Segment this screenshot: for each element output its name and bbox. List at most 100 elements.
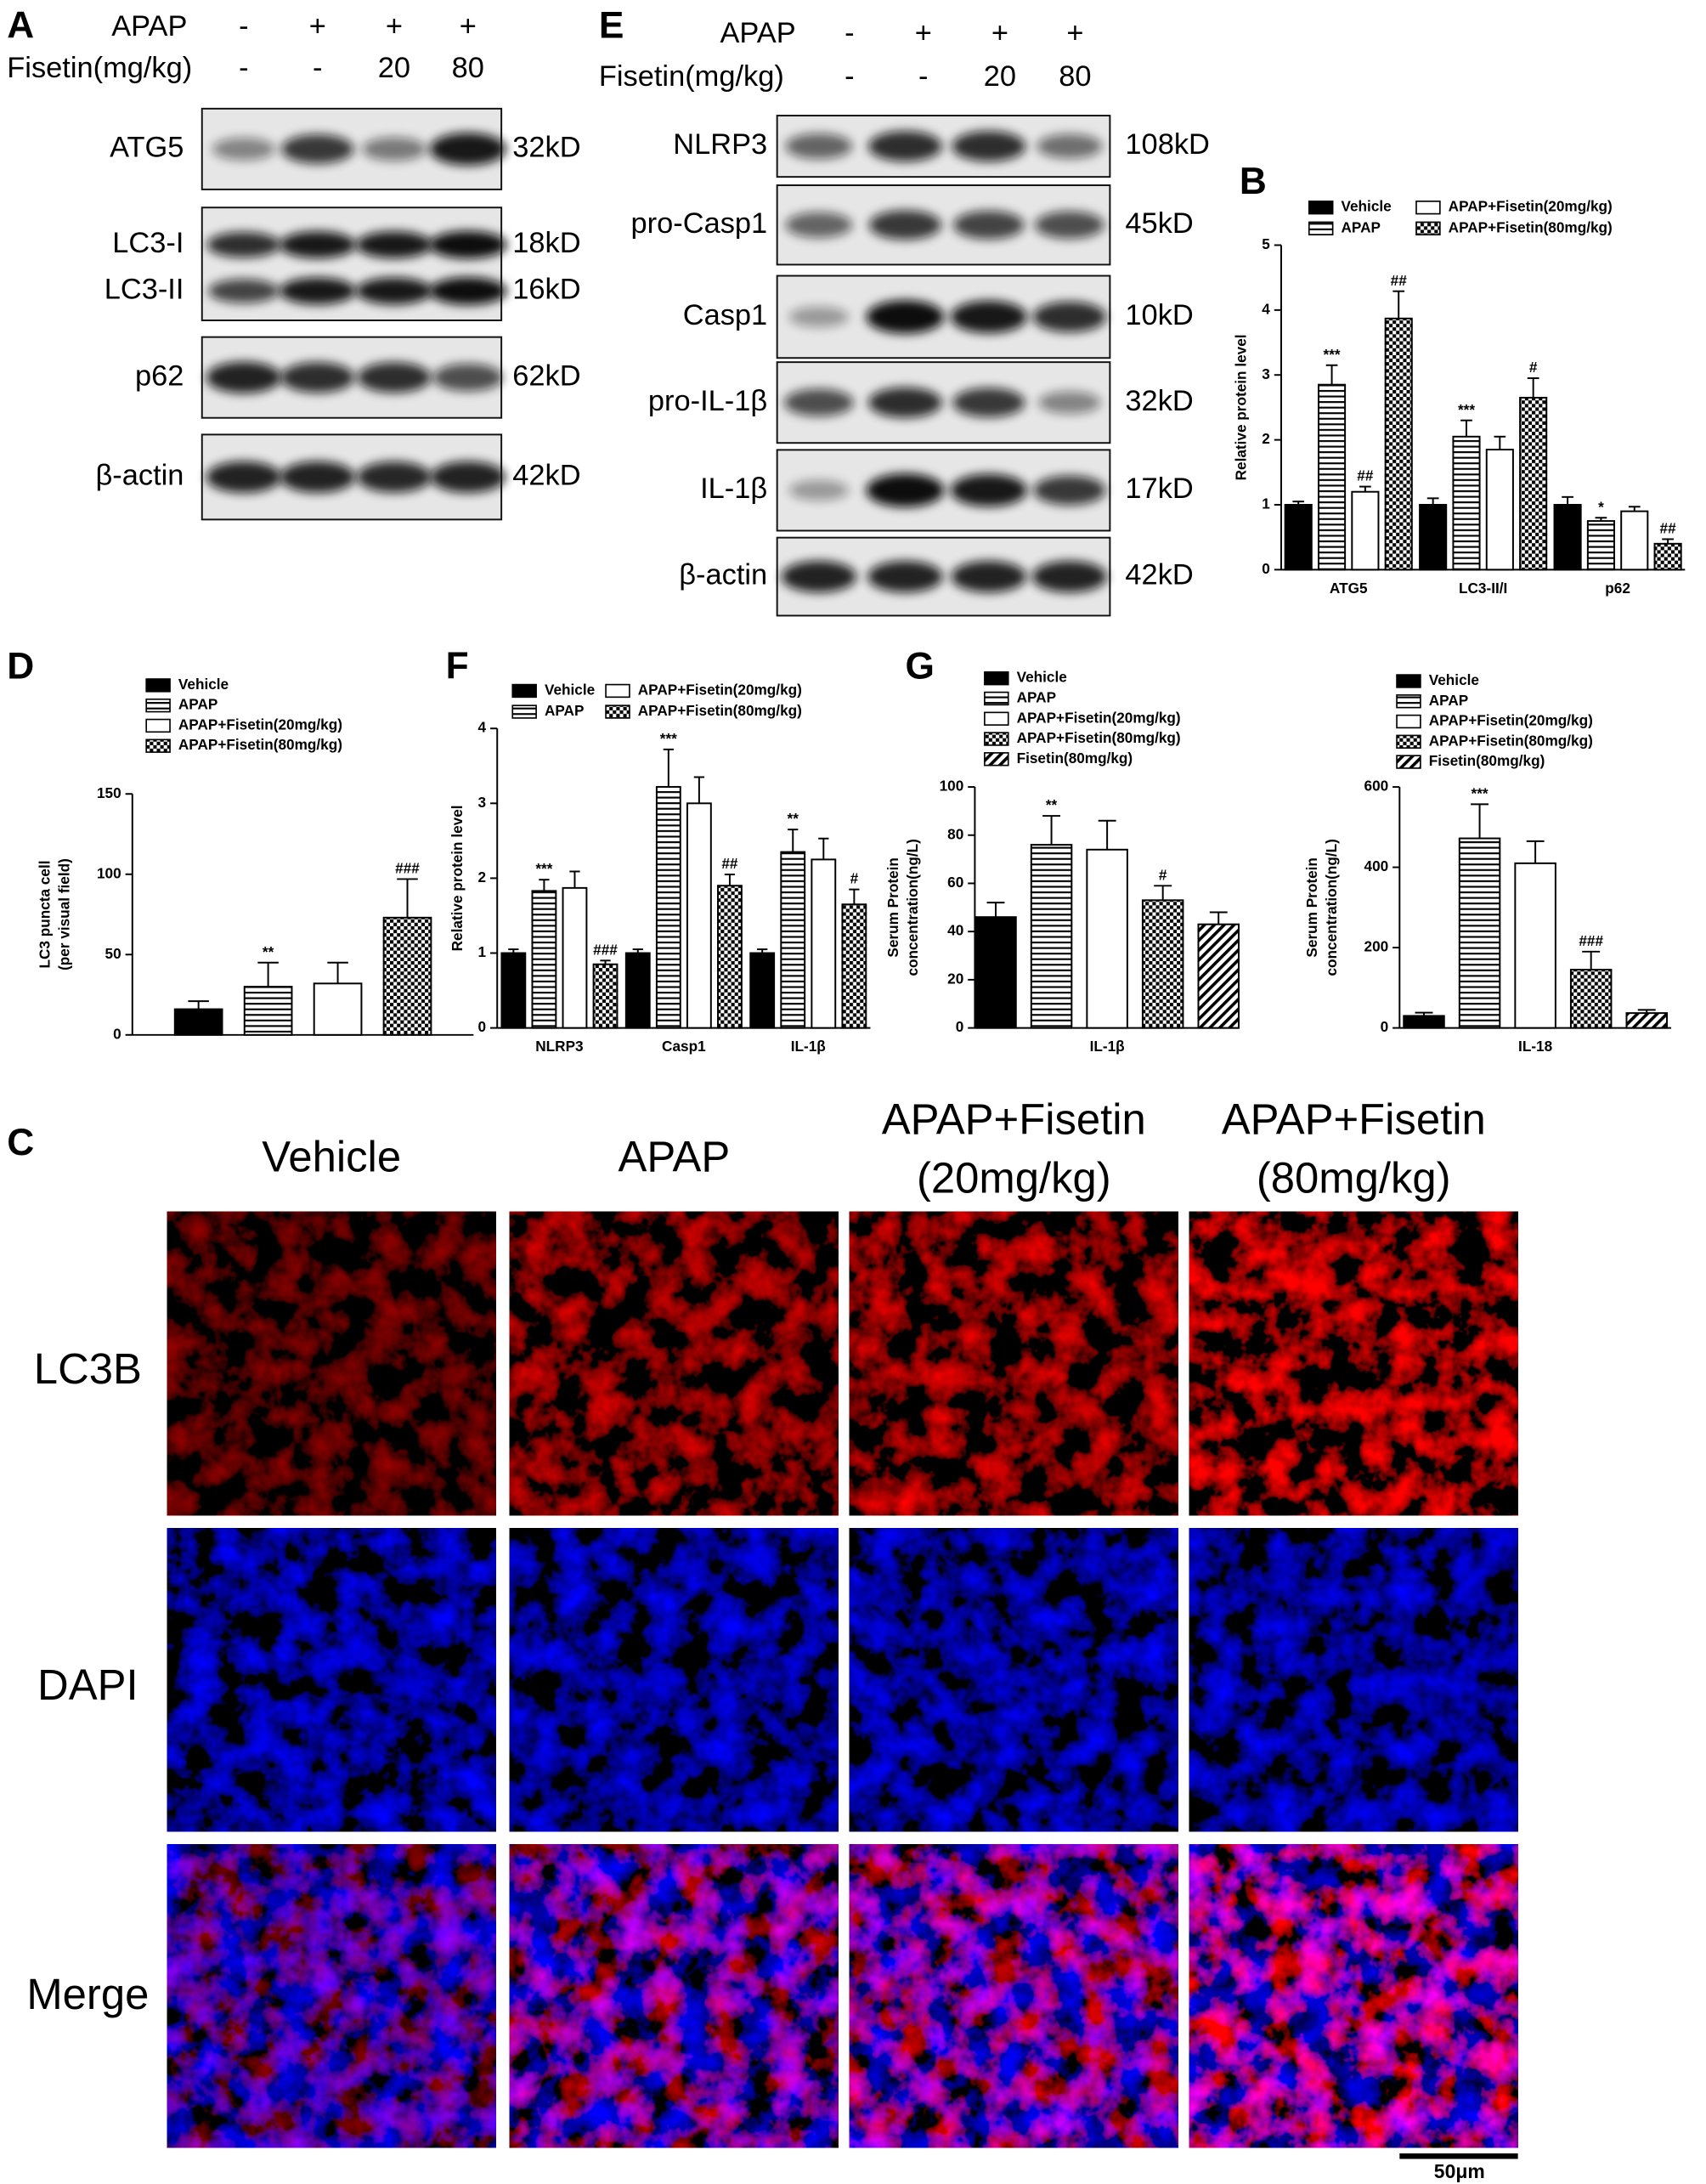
treatment-dose: - [845,60,854,93]
bar [780,851,806,1029]
band-name: p62 [135,359,184,392]
error-bar [1098,819,1116,850]
error-bar [1527,377,1539,398]
blot-band [868,210,942,240]
legend-swatch [1396,734,1421,749]
significance: ### [593,941,618,958]
significance: *** [660,730,677,747]
blot-band [866,473,945,507]
blot-band [783,388,854,416]
legend-label: APAP+Fisetin(80mg/kg) [638,702,802,719]
significance: # [1159,866,1167,883]
legend-label: APAP+Fisetin(20mg/kg) [1429,712,1593,729]
y-tick-label: 4 [1262,300,1270,317]
y-tick-label: 3 [478,794,487,811]
band-name: LC3-II [105,274,184,306]
bar [749,952,776,1029]
y-tick-label: 2 [1262,430,1270,447]
treatment-sign: - [239,10,248,42]
legend-label: APAP [1429,692,1468,709]
micrograph [1189,1844,1518,2148]
micrograph [509,1211,839,1516]
y-tick-label: 600 [1364,778,1389,795]
y-axis-label: concentration(ng/L) [1323,839,1340,976]
legend-swatch [1396,674,1421,688]
x-tick-label: NLRP3 [535,1038,583,1055]
bar [811,858,837,1029]
treatment-sign: + [386,10,403,42]
legend-swatch [605,704,630,719]
blot-band [952,388,1025,418]
band-name: Casp1 [683,299,767,331]
y-axis-label: Serum Protein [1303,857,1320,957]
blot-band [868,131,942,162]
error-bar [1042,815,1061,846]
significance: ## [1357,467,1374,484]
panel-letter: C [7,1122,34,1163]
significance: ** [1046,796,1058,813]
error-bar [1494,435,1506,450]
blot-band [785,212,853,238]
legend-label: Vehicle [1429,671,1479,688]
blot-band [1033,475,1106,506]
legend-swatch [1308,201,1334,215]
y-tick-label: 100 [97,864,121,881]
blot-band [788,306,850,328]
y-axis-label: Serum Protein [884,857,901,957]
error-bar [663,748,674,787]
legend-swatch [984,671,1009,686]
micrograph [849,1211,1178,1516]
blot-band [428,230,507,259]
blot-band [953,210,1025,240]
y-tick-label: 0 [113,1025,121,1042]
blot-band [430,461,506,493]
error-bar [788,829,799,852]
bar [1384,317,1413,571]
panel-letter: E [599,4,624,46]
legend-swatch [984,691,1009,706]
row-label: LC3B [34,1344,142,1393]
treatment-dose: - [918,60,928,93]
bar [1620,510,1649,571]
treatment-dose: 20 [984,60,1016,93]
x-tick-label: ATG5 [1330,580,1368,597]
significance: # [1529,359,1538,376]
bar [841,903,867,1029]
error-bar [1292,501,1305,505]
error-bar [1415,1011,1433,1016]
error-bar [539,879,550,891]
y-axis-label: Relative protein level [1233,334,1250,480]
y-tick-label: 1 [478,943,487,960]
panel-letter: A [7,4,34,46]
micrograph [167,1211,496,1516]
band-size: 32kD [512,131,580,163]
legend-label: APAP+Fisetin(80mg/kg) [1429,732,1593,749]
treatment-sign: - [845,17,854,49]
y-tick-label: 2 [478,869,487,885]
bar [1514,862,1556,1029]
y-tick-label: 80 [947,825,963,842]
blot-band [866,300,945,334]
band-name: β-actin [679,559,767,591]
bar [592,963,619,1029]
band-size: 10kD [1125,299,1193,331]
bar [1519,396,1548,571]
legend-swatch [984,732,1009,746]
y-axis-label: LC3 puncta cell [37,861,54,969]
legend-label: APAP+Fisetin(20mg/kg) [1449,198,1613,215]
legend-label: Vehicle [545,682,595,699]
bar [655,785,681,1029]
micrograph [167,1528,496,1832]
legend-swatch [511,683,537,699]
treatment-label: Fisetin(mg/kg) [599,60,784,93]
error-bar [724,874,736,886]
error-bar [1637,1009,1656,1014]
treatment-dose: - [239,52,248,84]
blot-band [279,231,356,258]
legend-swatch [984,711,1009,726]
blot-band [1032,301,1107,332]
row-label: DAPI [37,1661,138,1709]
blot-band [432,363,503,392]
y-tick-label: 100 [940,778,964,795]
